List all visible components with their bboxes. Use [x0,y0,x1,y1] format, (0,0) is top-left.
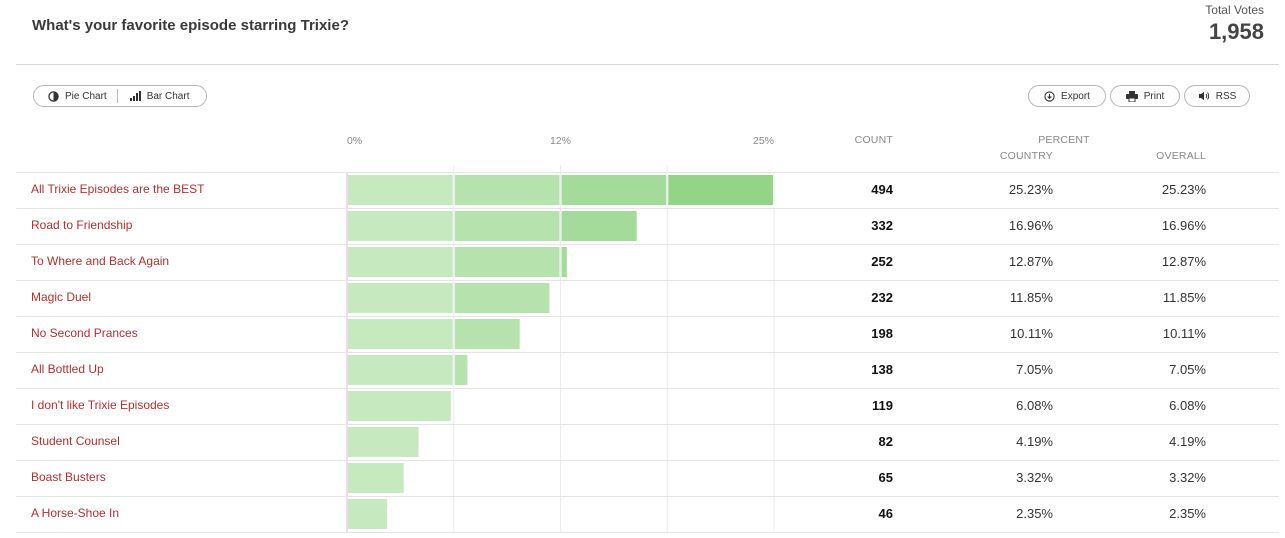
bar [454,283,550,313]
rss-button[interactable]: RSS [1184,85,1250,107]
bar [561,211,637,241]
vote-count: 198 [871,326,893,341]
bar-chart-button[interactable]: Bar Chart [116,89,200,103]
bar [348,211,453,241]
row-label-link[interactable]: Road to Friendship [31,218,133,232]
bar [348,391,451,421]
percent-overall: 11.85% [1162,290,1206,305]
x-tick-label: 0% [347,135,362,147]
print-label: Print [1143,90,1165,102]
row-label-link[interactable]: No Second Prances [31,326,138,340]
vote-count: 138 [871,362,893,377]
vote-count: 494 [871,182,893,197]
bar-chart-label: Bar Chart [146,90,190,102]
row-divider [16,244,1279,245]
bar [348,175,453,205]
vote-count: 119 [872,398,893,413]
row-label-link[interactable]: Student Counsel [31,434,120,448]
bar [348,427,419,457]
row-label-link[interactable]: All Trixie Episodes are the BEST [31,182,205,196]
row-divider [16,532,1279,533]
bar [348,499,388,529]
pie-chart-button[interactable]: Pie Chart [34,86,117,106]
percent-overall: 25.23% [1161,182,1206,197]
row-label-link[interactable]: All Bottled Up [31,362,104,376]
bar-chart-icon [129,91,141,101]
row-label-link[interactable]: A Horse-Shoe In [31,506,120,520]
percent-country: 2.35% [1016,506,1053,521]
vote-count: 232 [871,290,893,305]
bar [454,319,520,349]
vote-count: 252 [871,254,893,269]
row-divider [16,280,1279,281]
header-divider [16,64,1279,65]
row-label-link[interactable]: Magic Duel [31,290,92,304]
bar [454,247,560,277]
bar [561,175,667,205]
vote-count: 65 [878,470,893,485]
export-icon [1044,90,1055,102]
percent-overall: 3.32% [1169,470,1206,485]
x-tick-label: 25% [753,135,774,147]
percent-overall: 12.87% [1161,254,1206,269]
percent-country: 12.87% [1008,254,1053,269]
overall-header: OVERALL [1156,150,1206,162]
percent-country: 7.05% [1016,362,1053,377]
percent-overall: 16.96% [1161,218,1206,233]
bar [668,175,773,205]
rss-label: RSS [1215,90,1237,102]
poll-title: What's your favorite episode starring Tr… [32,17,349,34]
row-divider [16,424,1279,425]
row-divider [16,172,1279,173]
bar [348,355,453,385]
bar [348,463,404,493]
bar [348,319,453,349]
row-label-link[interactable]: Boast Busters [31,470,106,484]
percent-overall: 6.08% [1169,398,1206,413]
row-divider [16,352,1279,353]
percent-country: 25.23% [1008,182,1053,197]
percent-overall: 7.05% [1169,362,1206,377]
row-divider [16,208,1279,209]
x-tick-label: 12% [550,135,571,147]
pie-chart-icon [48,90,59,102]
rss-icon [1198,92,1209,100]
row-divider [16,460,1279,461]
percent-country: 4.19% [1016,434,1053,449]
chart-type-toggle: Pie Chart Bar Chart [33,85,207,107]
printer-icon [1125,90,1138,102]
bar [454,175,560,205]
pie-chart-label: Pie Chart [65,90,107,102]
vote-count: 46 [878,506,893,521]
export-button[interactable]: Export [1028,85,1106,107]
row-divider [16,316,1279,317]
bar [348,283,453,313]
export-label: Export [1061,90,1090,102]
percent-country: 6.08% [1016,398,1053,413]
country-header: COUNTRY [999,150,1053,162]
row-label-link[interactable]: To Where and Back Again [31,254,170,268]
percent-country: 16.96% [1008,218,1053,233]
vote-count: 82 [878,434,893,449]
bar [454,355,468,385]
percent-overall: 10.11% [1162,326,1206,341]
row-divider [16,496,1279,497]
bar [561,247,567,277]
total-votes-value: 1,958 [1208,19,1264,44]
vote-count: 332 [871,218,893,233]
print-button[interactable]: Print [1110,85,1180,107]
total-votes-label: Total Votes [1205,3,1264,17]
row-label-link[interactable]: I don't like Trixie Episodes [31,398,170,412]
percent-header: PERCENT [1038,134,1090,146]
percent-country: 10.11% [1009,326,1053,341]
percent-overall: 2.35% [1169,506,1206,521]
percent-overall: 4.19% [1169,434,1206,449]
row-divider [16,388,1279,389]
percent-country: 11.85% [1009,290,1053,305]
count-header: COUNT [854,134,893,146]
percent-country: 3.32% [1016,470,1053,485]
bar [348,247,453,277]
bar [454,211,560,241]
